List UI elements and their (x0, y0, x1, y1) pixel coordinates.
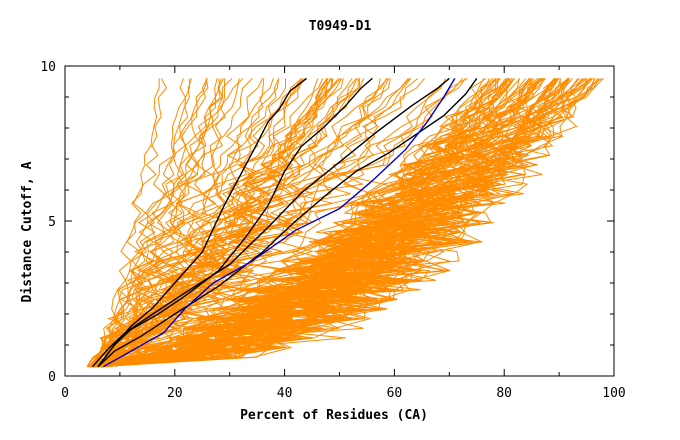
background-model-line (90, 78, 274, 368)
background-model-line (101, 78, 558, 368)
highlight-model-lines (91, 77, 478, 368)
background-model-line (96, 78, 324, 368)
background-model-line (93, 78, 579, 368)
background-model-line (93, 78, 450, 368)
x-tick-label: 40 (277, 386, 293, 401)
background-model-line (86, 78, 304, 367)
background-model-line (100, 78, 591, 368)
background-model-line (103, 78, 233, 367)
background-model-line (97, 78, 596, 368)
background-model-line (105, 78, 508, 368)
background-model-line (100, 78, 561, 368)
x-tick-label: 0 (61, 386, 69, 401)
background-model-line (93, 78, 160, 367)
highlight-series-line-3 (97, 77, 478, 368)
x-axis-label: Percent of Residues (CA) (240, 408, 428, 423)
background-model-line (93, 78, 209, 367)
background-model-line (94, 78, 583, 368)
background-model-line (90, 78, 425, 368)
background-model-line (105, 78, 264, 368)
background-model-line (92, 78, 240, 367)
background-model-line (88, 78, 497, 368)
background-model-line (94, 77, 571, 368)
background-model-line (97, 78, 220, 367)
x-tick-label: 80 (496, 386, 512, 401)
y-axis-ticks: 0 5 10 (40, 60, 614, 385)
y-tick-label: 5 (48, 215, 56, 230)
background-model-line (93, 78, 501, 368)
background-model-line (103, 78, 168, 367)
background-model-line (93, 78, 191, 368)
background-model-line (93, 78, 463, 368)
background-model-line (99, 78, 353, 368)
background-model-lines (86, 77, 604, 368)
background-model-line (104, 78, 360, 367)
background-model-line (88, 78, 208, 368)
background-model-line (91, 78, 541, 368)
x-tick-label: 100 (602, 386, 625, 401)
x-tick-label: 60 (387, 386, 403, 401)
y-axis-label: Distance Cutoff, A (20, 161, 35, 302)
x-axis-ticks: 0 20 40 60 80 100 (61, 66, 626, 401)
background-model-line (95, 78, 512, 368)
background-model-line (100, 78, 515, 368)
y-tick-label: 10 (40, 60, 56, 75)
y-tick-label: 0 (48, 370, 56, 385)
background-model-line (93, 78, 569, 368)
x-tick-label: 20 (167, 386, 183, 401)
highlight-series-line-2 (91, 77, 450, 368)
reference-series-line-4 (103, 78, 456, 368)
background-model-line (92, 78, 411, 368)
background-model-line (96, 78, 225, 367)
background-model-line (88, 78, 222, 368)
background-model-line (96, 78, 535, 368)
background-model-line (98, 78, 501, 368)
background-model-line (97, 78, 193, 367)
background-model-line (103, 77, 500, 368)
chart-title: T0949-D1 (309, 19, 372, 34)
highlight-series-line-1 (97, 77, 373, 368)
highlight-series-line-0 (97, 77, 308, 368)
